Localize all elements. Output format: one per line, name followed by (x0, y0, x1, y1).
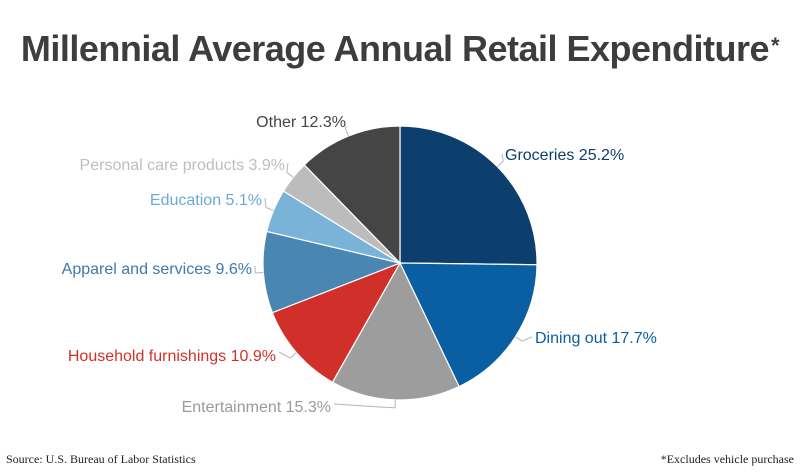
leader-line-dining-out (515, 336, 533, 342)
pie-slice-other (303, 125, 401, 265)
leader-line-entertainment (333, 399, 396, 409)
data-label-household-furnishings: Household furnishings 10.9% (68, 348, 276, 365)
chart-title-marker: * (771, 33, 780, 58)
leader-line-apparel-and-services (254, 265, 264, 274)
pie-leader-lines (254, 125, 533, 409)
source-note: Source: U.S. Bureau of Labor Statistics (6, 452, 196, 466)
leader-line-other (344, 125, 349, 137)
data-label-dining-out: Dining out 17.7% (535, 330, 657, 347)
leader-line-education (264, 197, 274, 212)
data-label-other: Other 12.3% (256, 114, 346, 131)
footnote: *Excludes vehicle purchase (660, 452, 794, 466)
data-label-personal-care-products: Personal care products 3.9% (80, 157, 285, 174)
data-label-groceries: Groceries 25.2% (505, 147, 624, 164)
data-label-education: Education 5.1% (150, 192, 262, 209)
pie-slice-groceries (399, 125, 538, 266)
data-label-apparel-and-services: Apparel and services 9.6% (62, 261, 252, 278)
leader-line-household-furnishings (278, 351, 297, 359)
pie-slice-apparel-and-services (262, 230, 403, 314)
pie-slices (262, 125, 538, 401)
data-label-entertainment: Entertainment 15.3% (182, 399, 331, 416)
pie-labels: Groceries 25.2% Dining out 17.7% Entertain… (62, 114, 657, 416)
chart-title-text: Millennial Average Annual Retail Expendi… (20, 28, 770, 69)
leader-line-groceries (497, 153, 504, 168)
chart-title: Millennial Average Annual Retail Expendi… (0, 28, 800, 70)
leader-line-personal-care-products (286, 162, 294, 178)
